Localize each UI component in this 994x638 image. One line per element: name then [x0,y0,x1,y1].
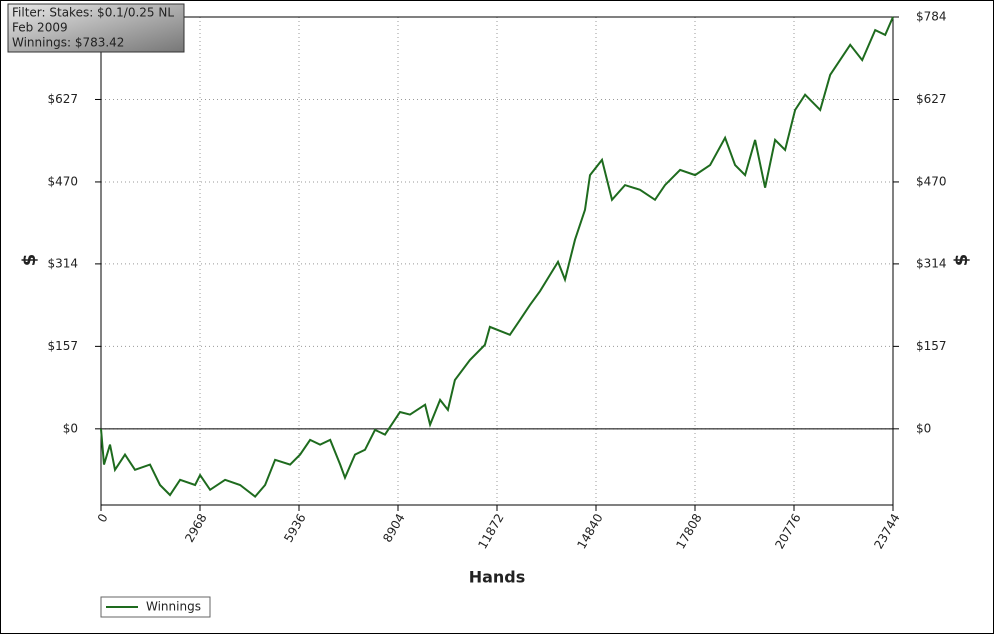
y-tick-label: $470 [916,174,947,188]
info-line: Winnings: $783.42 [12,36,124,50]
info-box [7,3,185,53]
x-axis-label: Hands [469,568,526,587]
plot-border [100,16,894,506]
y-tick-label: $470 [47,174,78,188]
y-tick-label: $157 [916,339,947,353]
y-axis-label: $ [951,254,972,267]
y-tick-label: $157 [47,339,78,353]
y-tick-label: $0 [63,421,78,435]
info-line: Feb 2009 [12,21,68,35]
legend-label: Winnings [146,600,201,614]
y-tick-label: $0 [916,421,931,435]
y-tick-label: $314 [916,256,947,270]
y-axis-label: $ [19,254,40,267]
y-tick-label: $784 [916,10,947,24]
legend [100,596,211,618]
series-line [100,16,894,498]
y-tick-label: $627 [916,92,947,106]
y-tick-label: $314 [47,256,78,270]
info-line: Filter: Stakes: $0.1/0.25 NL [12,6,174,20]
y-tick-label: $627 [47,92,78,106]
